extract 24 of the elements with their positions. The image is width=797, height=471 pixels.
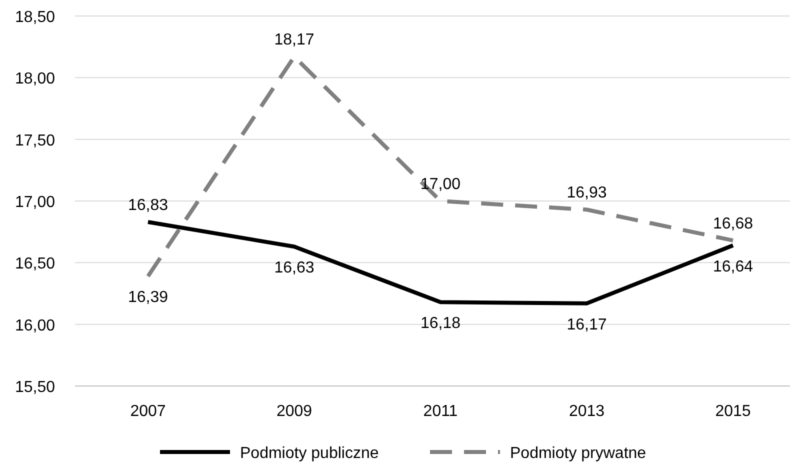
y-tick-label: 17,00 [14, 194, 56, 211]
y-tick-label: 18,50 [14, 9, 56, 26]
y-tick-label: 15,50 [14, 379, 56, 396]
data-label: 16,64 [712, 258, 754, 276]
y-tick-label: 16,00 [14, 317, 56, 334]
data-label: 16,68 [712, 215, 754, 232]
x-tick-label: 2015 [715, 403, 751, 420]
x-tick-label: 2011 [423, 403, 458, 420]
data-label: 16,93 [566, 184, 607, 202]
y-tick-label: 18,00 [14, 70, 56, 88]
data-label: 16,63 [274, 260, 314, 277]
data-label: 16,39 [128, 289, 168, 306]
y-tick-label: 16,50 [14, 256, 56, 273]
data-label: 16,18 [420, 315, 461, 332]
y-tick-label: 17,50 [14, 132, 56, 150]
x-tick-label: 2013 [568, 403, 605, 420]
data-label: 16,17 [566, 316, 607, 334]
x-tick-label: 2009 [276, 403, 312, 420]
data-label: 17,00 [420, 176, 461, 193]
x-tick-label: 2007 [130, 403, 166, 420]
data-label: 18,17 [274, 32, 314, 49]
legend-label: Podmioty publiczne [240, 445, 379, 462]
legend-label: Podmioty prywatne [510, 445, 646, 462]
data-label: 16,83 [128, 196, 168, 214]
